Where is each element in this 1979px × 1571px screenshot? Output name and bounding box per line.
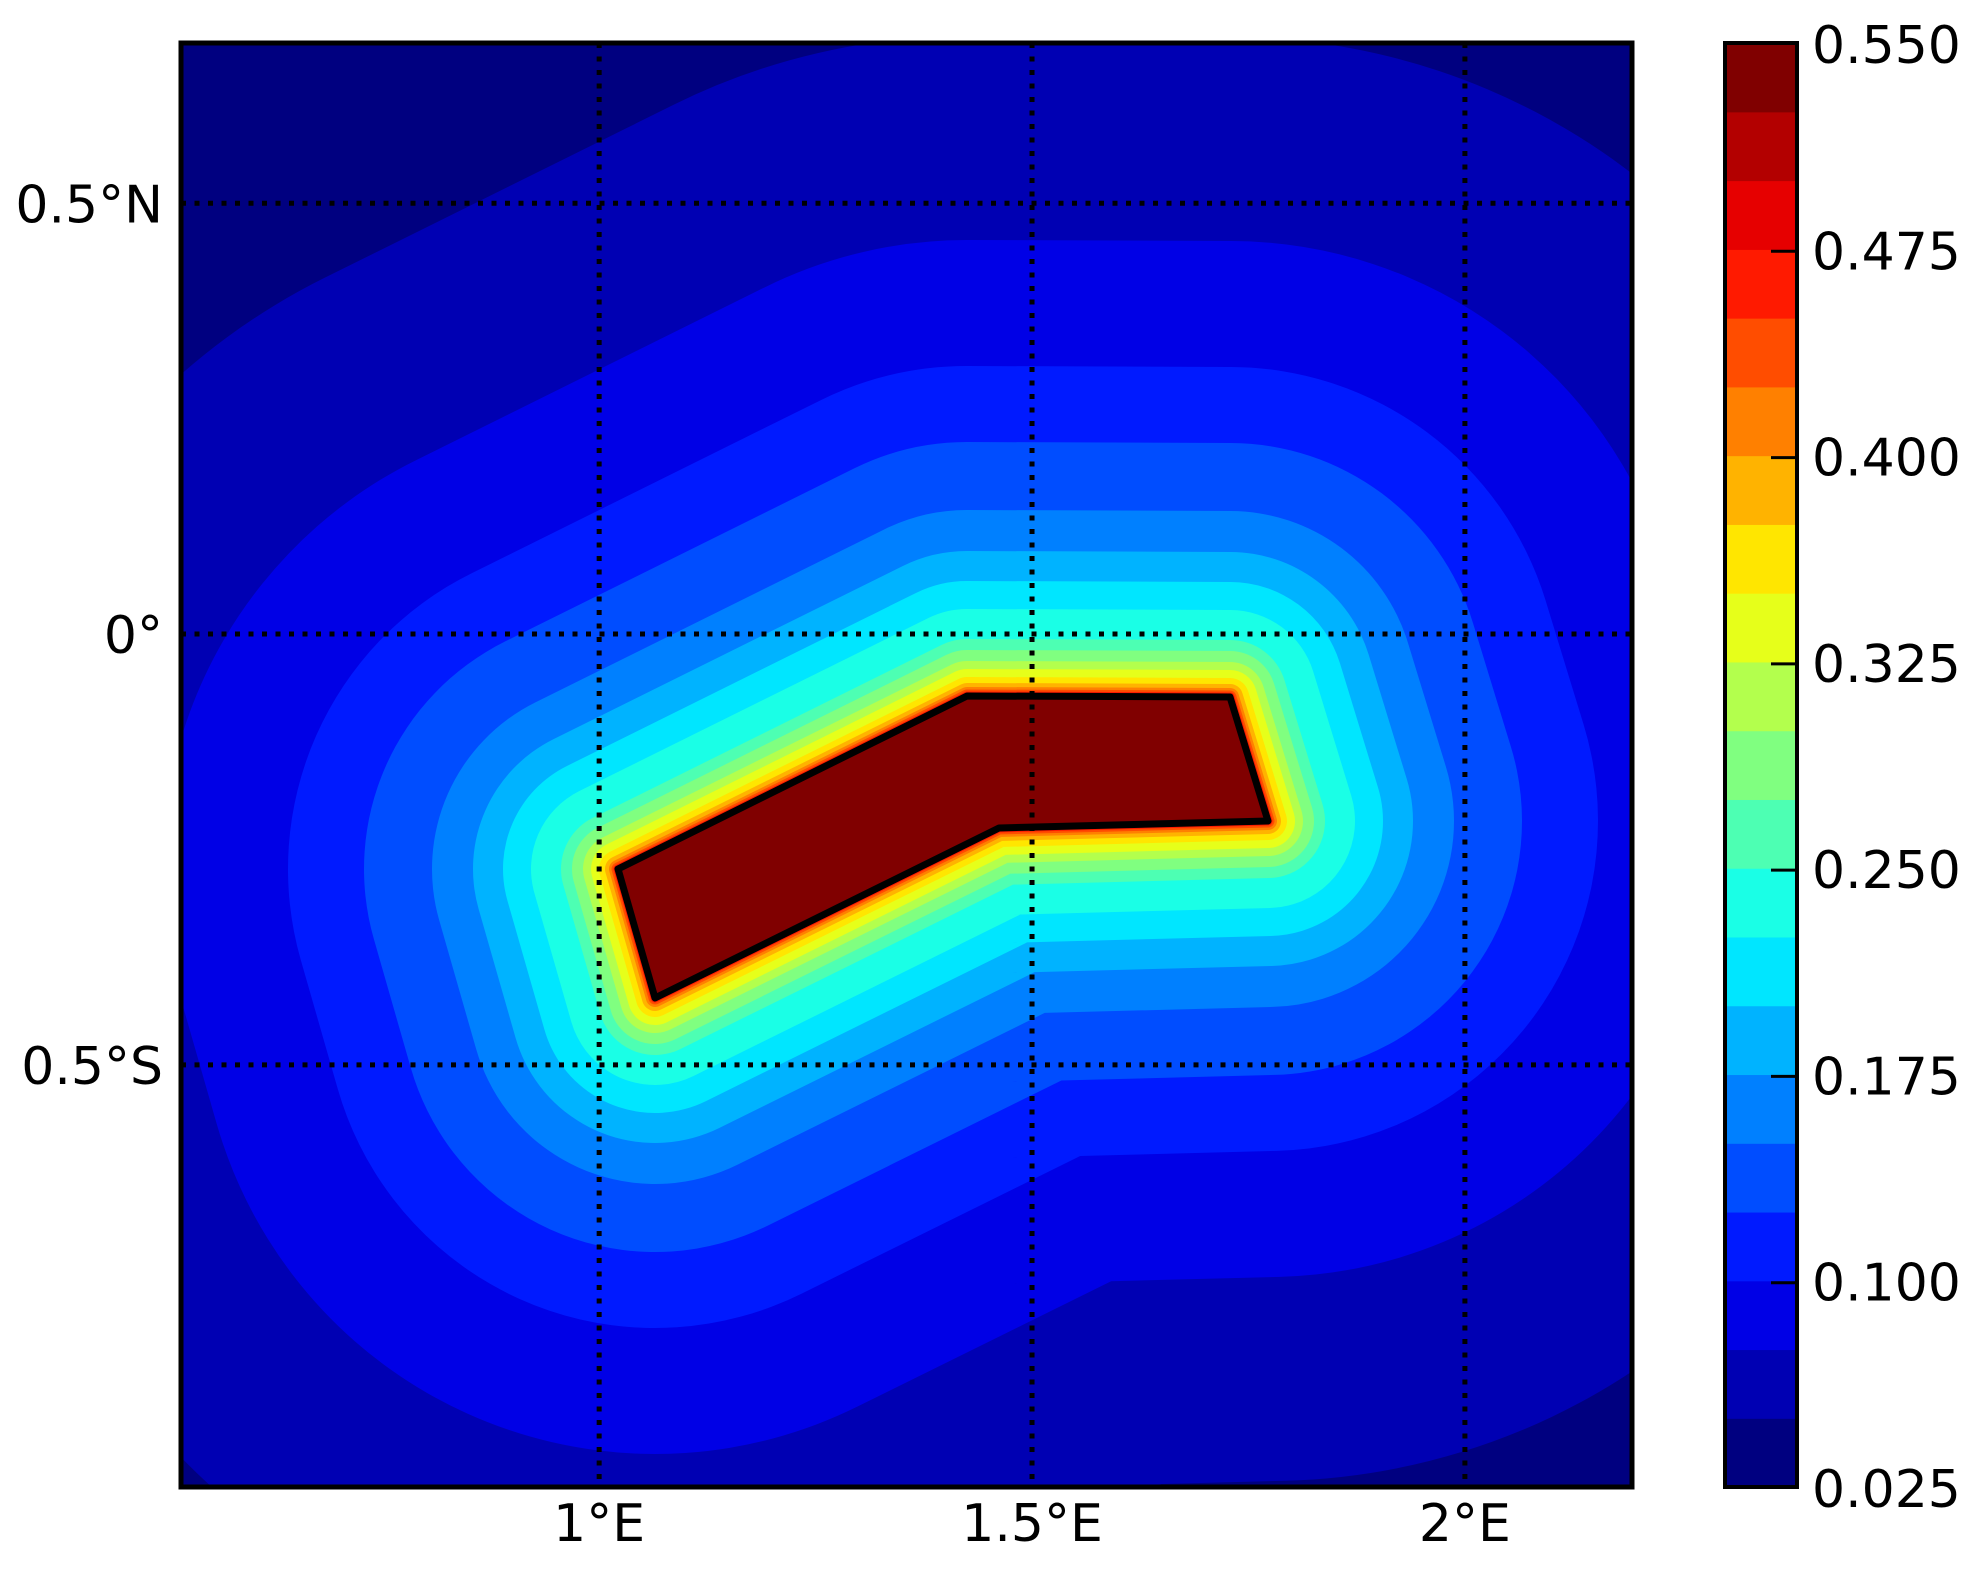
colorbar-segment	[1725, 1143, 1797, 1213]
plot-border	[178, 40, 1635, 1490]
x-tick-label: 2°E	[1419, 1494, 1511, 1554]
colorbar-segment	[1725, 593, 1797, 663]
colorbar-tick-label: 0.175	[1812, 1047, 1961, 1107]
colorbar-segment	[1725, 386, 1797, 457]
core-region-outline	[614, 692, 1272, 1002]
colorbar-tick-label: 0.325	[1812, 635, 1961, 695]
colorbar-segment	[1725, 936, 1797, 1007]
colorbar-segment	[1725, 1280, 1797, 1351]
colorbar-segment	[1725, 868, 1797, 938]
colorbar-segment	[1725, 455, 1797, 525]
colorbar-tick-label: 0.400	[1812, 429, 1961, 489]
colorbar-segment	[1725, 180, 1797, 250]
x-tick-label: 1.5°E	[961, 1494, 1103, 1554]
y-tick-label: 0.5°S	[21, 1037, 163, 1097]
colorbar-segment	[1725, 1211, 1797, 1282]
colorbar-segment	[1725, 1418, 1797, 1488]
gridlines	[181, 43, 1632, 1487]
colorbar-tick-label: 0.250	[1812, 841, 1961, 901]
colorbar-segment	[1725, 111, 1797, 182]
colorbar-segment	[1725, 1074, 1797, 1144]
y-tick-label: 0.5°N	[15, 175, 163, 235]
colorbar-segment	[1725, 43, 1797, 113]
colorbar-segment	[1725, 249, 1797, 319]
colorbar-segment	[1725, 799, 1797, 869]
colorbar-tick-label: 0.550	[1812, 16, 1961, 76]
x-tick-label: 1°E	[553, 1494, 645, 1554]
colorbar: 0.550 0.475 0.400 0.325 0.250 0.175 0.100 0.025	[1723, 16, 1961, 1520]
contour-field	[181, 43, 1632, 1487]
colorbar-tick-label: 0.025	[1812, 1460, 1961, 1520]
colorbar-segment	[1725, 1349, 1797, 1419]
colorbar-segment	[1725, 661, 1797, 732]
colorbar-segment	[1725, 318, 1797, 388]
core-region	[618, 696, 1268, 998]
colorbar-segment	[1725, 1005, 1797, 1076]
colorbar-tick-label: 0.100	[1812, 1254, 1961, 1314]
colorbar-border	[1723, 41, 1799, 1489]
colorbar-tick-label: 0.475	[1812, 222, 1961, 282]
colorbar-segment	[1725, 730, 1797, 800]
y-tick-label: 0°	[104, 606, 163, 666]
colorbar-segment	[1725, 524, 1797, 594]
